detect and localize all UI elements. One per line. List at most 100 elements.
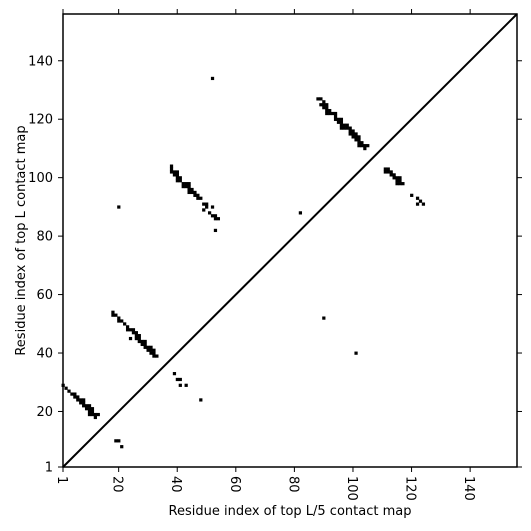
contact-point — [190, 187, 194, 192]
contact-point — [398, 179, 402, 183]
contact-point — [152, 348, 156, 352]
contact-point — [114, 439, 118, 443]
contact-point — [392, 173, 396, 177]
contact-point — [333, 114, 338, 119]
y-tick-label: 40 — [36, 347, 53, 362]
x-tick-label: 40 — [168, 476, 183, 493]
contact-point — [134, 334, 138, 338]
contact-point — [354, 351, 358, 355]
contact-point — [345, 123, 349, 127]
contact-point — [395, 179, 399, 183]
contact-point — [398, 176, 402, 180]
contact-point — [143, 339, 147, 344]
contact-point — [184, 383, 188, 387]
contact-point — [152, 351, 156, 355]
contact-point — [178, 176, 182, 180]
contact-point — [117, 316, 121, 320]
contact-point — [70, 392, 74, 396]
contact-point — [348, 126, 352, 130]
contact-point — [322, 316, 326, 320]
y-tick-label: 60 — [36, 288, 53, 303]
contact-point — [319, 103, 323, 107]
contact-point — [322, 103, 326, 107]
contact-point — [322, 106, 326, 110]
contact-point — [410, 193, 414, 197]
contact-point — [134, 336, 138, 341]
contact-point — [79, 401, 83, 405]
contact-point — [325, 103, 329, 107]
contact-point — [328, 111, 332, 116]
contact-point — [398, 182, 402, 186]
contact-point — [131, 331, 136, 335]
contact-point — [383, 170, 387, 174]
contact-point — [339, 123, 344, 127]
contact-point — [366, 144, 370, 148]
contact-point — [325, 111, 329, 116]
contact-point — [401, 182, 405, 186]
contact-point — [149, 348, 153, 352]
y-tick-label: 120 — [28, 113, 53, 128]
contact-point — [64, 386, 68, 390]
contact-point — [184, 184, 188, 189]
contact-point — [418, 199, 423, 203]
contact-point — [210, 76, 215, 81]
contact-point — [143, 342, 147, 347]
contact-point — [134, 331, 138, 335]
contact-point — [175, 179, 179, 183]
contact-point — [90, 412, 95, 417]
contact-point — [207, 211, 212, 215]
contact-point — [360, 141, 364, 145]
x-axis-title: Residue index of top L/5 contact map — [169, 504, 412, 519]
contact-point — [216, 217, 221, 221]
contact-point — [172, 173, 177, 177]
contact-point — [155, 354, 159, 358]
contact-point — [82, 398, 86, 402]
contact-point — [137, 334, 141, 338]
contact-point — [339, 120, 344, 124]
x-tick-label: 80 — [285, 476, 300, 493]
contact-point — [354, 138, 358, 142]
contact-point — [196, 196, 200, 200]
contact-point — [79, 398, 83, 402]
contact-point — [111, 310, 115, 314]
contact-point — [213, 228, 218, 233]
contact-point — [90, 410, 95, 414]
contact-point — [360, 144, 364, 148]
contact-point — [210, 205, 215, 209]
contact-point — [298, 211, 303, 215]
contact-point — [137, 339, 141, 344]
contact-point — [149, 345, 153, 349]
contact-point — [146, 345, 150, 349]
contact-point — [87, 412, 92, 417]
contact-point — [128, 328, 133, 332]
contact-point — [111, 313, 115, 317]
diagonal-line — [62, 13, 518, 468]
contact-point — [354, 135, 358, 139]
contact-point — [178, 383, 182, 387]
contact-point — [128, 336, 133, 341]
contact-point — [76, 398, 80, 402]
contact-point — [93, 415, 97, 420]
contact-point — [322, 100, 326, 104]
contact-point — [175, 170, 179, 174]
contact-point — [202, 208, 206, 212]
contact-point — [392, 176, 396, 180]
contact-point — [84, 404, 89, 408]
contact-point — [351, 135, 355, 139]
contact-point — [348, 132, 352, 136]
contact-point — [331, 111, 335, 116]
contact-point — [149, 351, 153, 355]
contact-point — [93, 412, 97, 417]
contact-point — [205, 202, 209, 206]
contact-point — [120, 319, 124, 323]
contact-point — [117, 439, 121, 443]
contact-point — [395, 176, 399, 180]
contact-point — [169, 164, 174, 168]
contact-point — [178, 377, 182, 382]
contact-point — [193, 190, 197, 195]
contact-point — [125, 325, 130, 329]
contact-point — [187, 182, 191, 186]
contact-point — [345, 126, 349, 130]
contact-point — [169, 167, 174, 171]
contact-point — [82, 404, 86, 408]
